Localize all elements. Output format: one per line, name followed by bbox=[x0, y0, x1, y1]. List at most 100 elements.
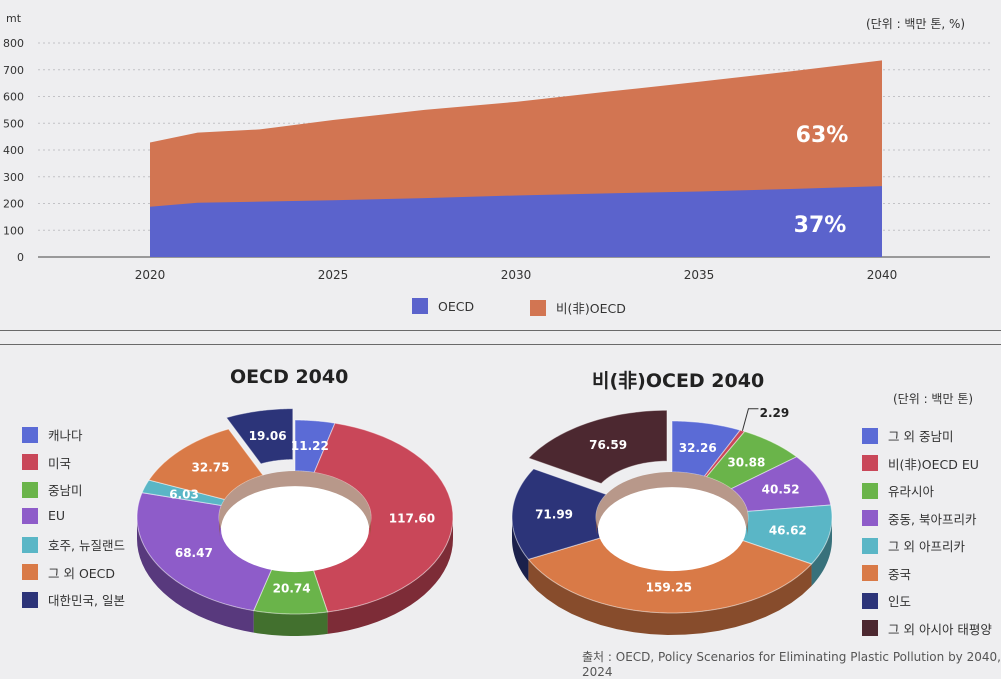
legend-item: 유라시아 bbox=[862, 481, 934, 500]
legend-swatch bbox=[22, 426, 38, 443]
donut-wall bbox=[528, 559, 812, 635]
legend-label: 대한민국, 일본 bbox=[48, 593, 125, 608]
donut-wall bbox=[327, 517, 453, 634]
x-tick-label: 2035 bbox=[684, 268, 715, 282]
y-axis-label: mt bbox=[6, 12, 22, 25]
legend-item: 중남미 bbox=[22, 480, 83, 499]
donut-hole bbox=[598, 487, 746, 572]
legend-label: 중남미 bbox=[48, 483, 83, 498]
legend-item: 그 외 아프리카 bbox=[862, 536, 965, 555]
donut-value-label: 32.75 bbox=[192, 461, 230, 475]
non-oecd-donut: 32.26 2.29 30.88 40.52 46.62 159.25 71.99 76.59 bbox=[511, 406, 833, 635]
donut-value-labels: 32.26 2.29 30.88 40.52 46.62 159.25 71.99 76.59 bbox=[535, 406, 807, 595]
y-tick-label: 400 bbox=[3, 144, 24, 157]
legend-swatch bbox=[862, 537, 878, 554]
donut-wall bbox=[137, 517, 254, 633]
donut-wall bbox=[253, 610, 328, 636]
donut-value-label: 6.03 bbox=[169, 487, 199, 501]
legend-label: 그 외 중남미 bbox=[888, 429, 954, 444]
legend-swatch bbox=[862, 427, 878, 444]
donut-value-label: 20.74 bbox=[273, 581, 311, 595]
donut-value-label: 71.99 bbox=[535, 508, 573, 522]
x-tick-label: 2040 bbox=[867, 268, 898, 282]
donut-value-label: 68.47 bbox=[175, 546, 213, 560]
legend-swatch bbox=[22, 481, 38, 498]
donut-value-labels: 11.22 117.60 20.74 68.47 6.03 32.75 19.06 bbox=[169, 429, 435, 596]
legend-label: 캐나다 bbox=[48, 428, 83, 443]
y-tick-label: 200 bbox=[3, 198, 24, 211]
x-tick-labels: 2020 2025 2030 2035 2040 bbox=[135, 268, 898, 282]
legend-item: 그 외 아시아 태평양 bbox=[862, 619, 992, 638]
non-oecd-donut-title: 비(非)OCED 2040 bbox=[592, 370, 765, 392]
legend-label: 그 외 아프리카 bbox=[888, 539, 965, 554]
legend-label: 유라시아 bbox=[888, 484, 935, 499]
source-note: 출처 : OECD, Policy Scenarios for Eliminat… bbox=[582, 650, 1001, 679]
donut-inner-wall bbox=[219, 471, 371, 537]
leader-line bbox=[741, 408, 759, 431]
donut-value-label: 76.59 bbox=[589, 438, 627, 452]
legend-label: 중동, 북아프리카 bbox=[888, 511, 977, 527]
legend-label: 그 외 OECD bbox=[48, 565, 116, 581]
area-chart: mt 0 100 200 300 400 500 600 700 800 2020 2025 203… bbox=[3, 12, 990, 282]
legend-swatch bbox=[862, 455, 878, 471]
legend-label-oecd: OECD bbox=[438, 298, 475, 314]
legend-swatch bbox=[862, 482, 878, 499]
share-label-non-oecd: 63% bbox=[796, 123, 849, 148]
area-oecd bbox=[150, 186, 882, 257]
legend-swatch-oecd bbox=[412, 298, 428, 314]
y-tick-label: 100 bbox=[3, 224, 24, 237]
oecd-donut: 11.22 117.60 20.74 68.47 6.03 32.75 19.06 bbox=[136, 408, 454, 636]
x-tick-label: 2025 bbox=[318, 268, 349, 282]
legend-item: EU bbox=[22, 507, 66, 524]
donut-hole bbox=[221, 486, 369, 573]
divider-line bbox=[0, 330, 1001, 331]
donut-value-label: 40.52 bbox=[762, 482, 800, 496]
legend-item: 캐나다 bbox=[22, 425, 83, 444]
legend-label: 중국 bbox=[888, 566, 912, 582]
donut-tops bbox=[136, 408, 454, 615]
legend-swatch bbox=[22, 536, 38, 553]
y-tick-label: 700 bbox=[3, 64, 24, 77]
y-tick-label: 500 bbox=[3, 117, 24, 130]
donut-slice bbox=[148, 428, 264, 501]
legend-swatch-non-oecd bbox=[530, 299, 546, 316]
unit-label-top: (단위 : 백만 톤, %) bbox=[866, 17, 966, 31]
y-tick-label: 0 bbox=[17, 251, 24, 264]
donut-tops bbox=[511, 409, 833, 614]
legend-item: 비(非)OECD EU bbox=[862, 454, 979, 473]
donut-value-label: 117.60 bbox=[389, 512, 435, 526]
legend-item: 그 외 중남미 bbox=[862, 426, 953, 445]
legend-label: 그 외 아시아 태평양 bbox=[888, 621, 992, 637]
legend-swatch bbox=[862, 565, 878, 581]
donut-value-label: 159.25 bbox=[646, 580, 692, 594]
y-tick-labels: 0 100 200 300 400 500 600 700 800 bbox=[3, 37, 24, 264]
y-tick-label: 600 bbox=[3, 91, 24, 104]
legend-label: 미국 bbox=[48, 455, 72, 471]
donut-value-label: 11.22 bbox=[291, 439, 329, 453]
donut-value-label: 30.88 bbox=[727, 455, 765, 469]
legend-label: EU bbox=[48, 508, 66, 523]
legend-swatch bbox=[22, 591, 38, 608]
legend-label-non-oecd: 비(非)OECD bbox=[556, 301, 626, 316]
legend-item: 그 외 OECD bbox=[22, 563, 115, 582]
legend-item-non-oecd: 비(非)OECD bbox=[530, 298, 626, 317]
legend-swatch bbox=[862, 620, 878, 636]
donut-value-label: 2.29 bbox=[760, 406, 790, 420]
legend-item: 인도 bbox=[862, 591, 911, 610]
divider-line bbox=[0, 344, 1001, 345]
oecd-donut-title: OECD 2040 bbox=[230, 366, 349, 388]
x-tick-label: 2020 bbox=[135, 268, 166, 282]
legend-swatch bbox=[22, 454, 38, 470]
donut-slice bbox=[225, 408, 294, 465]
legend-swatch bbox=[862, 592, 878, 609]
legend-item: 호주, 뉴질랜드 bbox=[22, 535, 125, 554]
legend-swatch bbox=[22, 564, 38, 580]
legend-label: 인도 bbox=[888, 594, 912, 609]
donut-wall bbox=[512, 517, 529, 582]
share-label-oecd: 37% bbox=[794, 213, 847, 238]
legend-item: 대한민국, 일본 bbox=[22, 590, 125, 609]
area-series bbox=[150, 60, 882, 258]
donut-value-label: 19.06 bbox=[249, 429, 287, 443]
legend-swatch bbox=[862, 510, 878, 526]
